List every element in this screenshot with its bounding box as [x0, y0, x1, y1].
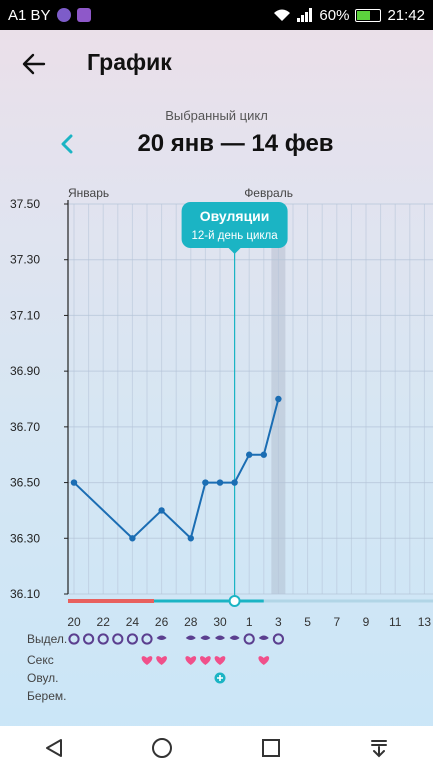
discharge-drop-icon [200, 635, 211, 640]
discharge-icon [97, 633, 109, 645]
circle-home-icon [152, 738, 173, 758]
discharge-drop-icon [215, 635, 225, 640]
y-tick-label: 37.30 [10, 253, 40, 267]
x-tick-label: 11 [389, 615, 402, 629]
y-tick-label: 36.70 [10, 420, 40, 434]
app-bar: График [0, 30, 433, 98]
temperature-point [231, 479, 238, 486]
month-label: Февраль [244, 186, 293, 200]
heart-icon [156, 656, 167, 665]
temperature-point [202, 479, 209, 486]
temperature-point [216, 479, 224, 486]
back-button[interactable] [16, 48, 52, 80]
discharge-icon [243, 633, 255, 645]
carrier-label: A1 BY [8, 6, 51, 24]
x-tick-label: 7 [333, 615, 340, 629]
row-label: Выдел. [27, 632, 67, 646]
battery-percent: 60% [319, 6, 350, 24]
nav-home-button[interactable] [142, 728, 182, 768]
ovulation-callout-pointer [228, 248, 241, 254]
temperature-point [158, 507, 165, 514]
y-tick-label: 36.90 [10, 364, 40, 378]
discharge-icon [272, 633, 284, 645]
pull-down-icon [370, 740, 387, 758]
y-tick-label: 36.50 [10, 476, 40, 490]
temperature-point [187, 535, 194, 542]
temperature-point [246, 451, 253, 458]
heart-icon [258, 656, 270, 665]
wifi-icon [274, 9, 291, 21]
discharge-drop-icon [229, 635, 240, 640]
x-tick-label: 9 [363, 615, 370, 629]
ovulation-callout [181, 202, 288, 248]
nav-notifications-button[interactable] [359, 728, 399, 768]
clock: 21:42 [387, 6, 425, 24]
nav-recents-button[interactable] [251, 728, 291, 768]
page-title: График [87, 49, 172, 75]
status-bar: A1 BY 60% 21:42 [0, 0, 433, 30]
messenger-icon [76, 8, 91, 22]
x-tick-label: 20 [67, 615, 81, 629]
x-tick-label: 3 [275, 615, 282, 629]
heart-icon [200, 656, 211, 665]
temperature-chart[interactable]: 37.50 37.30 37.10 36.90 36.70 36.50 36.30 36.10… [0, 180, 433, 725]
signal-icon [297, 8, 313, 22]
x-tick-label: 24 [126, 615, 140, 629]
row-label: Берем. [27, 689, 66, 703]
discharge-icon [141, 633, 153, 645]
temperature-point [70, 479, 78, 486]
cycle-label: Выбранный цикл [165, 108, 268, 123]
heart-icon [141, 656, 153, 665]
discharge-icon [83, 633, 95, 645]
ovulation-marker [228, 595, 241, 607]
x-tick-label: 22 [97, 615, 111, 629]
cycle-range: 20 янв — 14 фев [137, 130, 334, 157]
row-label: Секс [27, 653, 54, 667]
temperature-point [260, 451, 267, 458]
battery-icon [355, 8, 382, 22]
arrow-left-icon [22, 53, 46, 75]
triangle-back-icon [46, 739, 63, 757]
chevron-left-icon [61, 134, 73, 154]
discharge-icon [126, 633, 138, 645]
system-nav-bar [0, 726, 433, 770]
discharge-drop-icon [185, 635, 196, 640]
y-tick-label: 36.10 [10, 587, 40, 601]
plus-icon [217, 675, 223, 681]
heart-icon [214, 656, 226, 665]
square-recents-icon [261, 739, 280, 757]
temperature-point [275, 395, 282, 403]
x-tick-label: 30 [213, 615, 227, 629]
prev-cycle-button[interactable] [54, 130, 80, 158]
discharge-icon [112, 633, 124, 645]
discharge-icon [68, 633, 80, 645]
heart-icon [185, 656, 197, 665]
x-tick-label: 26 [155, 615, 169, 629]
x-tick-label: 1 [246, 615, 253, 629]
temperature-point [129, 535, 136, 542]
ovulation-callout-subtitle: 12-й день цикла [192, 230, 279, 242]
viber-icon [56, 8, 71, 22]
x-tick-label: 13 [418, 615, 432, 629]
ovulation-callout-title: Овуляции [200, 208, 270, 224]
nav-back-button[interactable] [34, 728, 74, 768]
y-tick-label: 37.50 [10, 197, 40, 211]
temperature-line [73, 398, 280, 541]
x-tick-label: 28 [184, 615, 198, 629]
discharge-drop-icon [258, 635, 269, 640]
row-label: Овул. [27, 671, 59, 685]
discharge-drop-icon [156, 635, 167, 640]
x-tick-label: 5 [304, 615, 311, 629]
month-label: Январь [68, 186, 109, 200]
y-tick-label: 37.10 [10, 308, 40, 322]
y-tick-label: 36.30 [10, 531, 40, 545]
